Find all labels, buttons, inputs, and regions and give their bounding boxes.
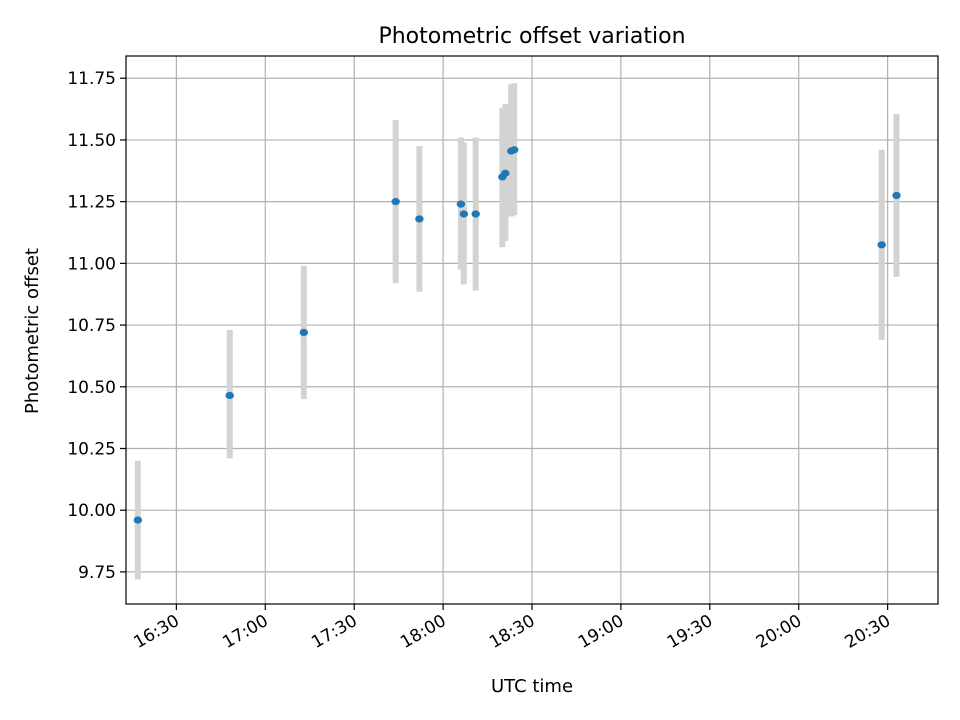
y-axis-title: Photometric offset (22, 248, 43, 414)
x-tick-label: 20:00 (753, 611, 805, 653)
data-point (877, 241, 886, 249)
y-tick-label: 10.75 (67, 316, 116, 336)
error-bars (134, 83, 900, 580)
data-point (501, 169, 510, 177)
x-tick-label: 17:30 (308, 611, 360, 653)
chart-title: Photometric offset variation (378, 24, 685, 49)
y-tick-label: 11.25 (67, 193, 116, 213)
grid (126, 56, 938, 604)
y-tick-label: 10.50 (67, 378, 116, 398)
x-tick-label: 19:00 (575, 611, 627, 653)
x-tick-label: 19:30 (664, 611, 716, 653)
x-tick-label: 18:00 (397, 611, 449, 653)
y-tick-label: 11.50 (67, 131, 116, 151)
y-axis-ticks: 9.75 10.00 10.25 10.50 10.75 11.00 11.25 11.50 1… (67, 69, 126, 583)
data-point (459, 210, 469, 218)
y-tick-label: 9.75 (78, 563, 116, 583)
x-tick-label: 18:30 (486, 611, 538, 653)
x-tick-label: 17:00 (219, 611, 271, 653)
data-point (133, 516, 143, 524)
data-point (892, 191, 901, 200)
data-points (133, 146, 901, 524)
data-point (391, 198, 400, 206)
data-point (510, 146, 519, 154)
x-tick-label: 16:30 (130, 611, 182, 653)
x-axis-ticks: 16:30 17:00 17:30 18:00 18:30 19:00 19:30 20:00… (130, 604, 894, 653)
y-tick-label: 11.00 (67, 254, 116, 274)
y-tick-label: 11.75 (67, 69, 116, 89)
data-point (471, 210, 480, 218)
y-tick-label: 10.00 (67, 501, 116, 521)
data-point (415, 215, 424, 223)
x-axis-title: UTC time (491, 676, 573, 697)
data-point (456, 200, 466, 208)
x-tick-label: 20:30 (842, 611, 894, 653)
y-tick-label: 10.25 (67, 439, 116, 459)
data-point (225, 391, 234, 400)
data-point (299, 328, 309, 337)
